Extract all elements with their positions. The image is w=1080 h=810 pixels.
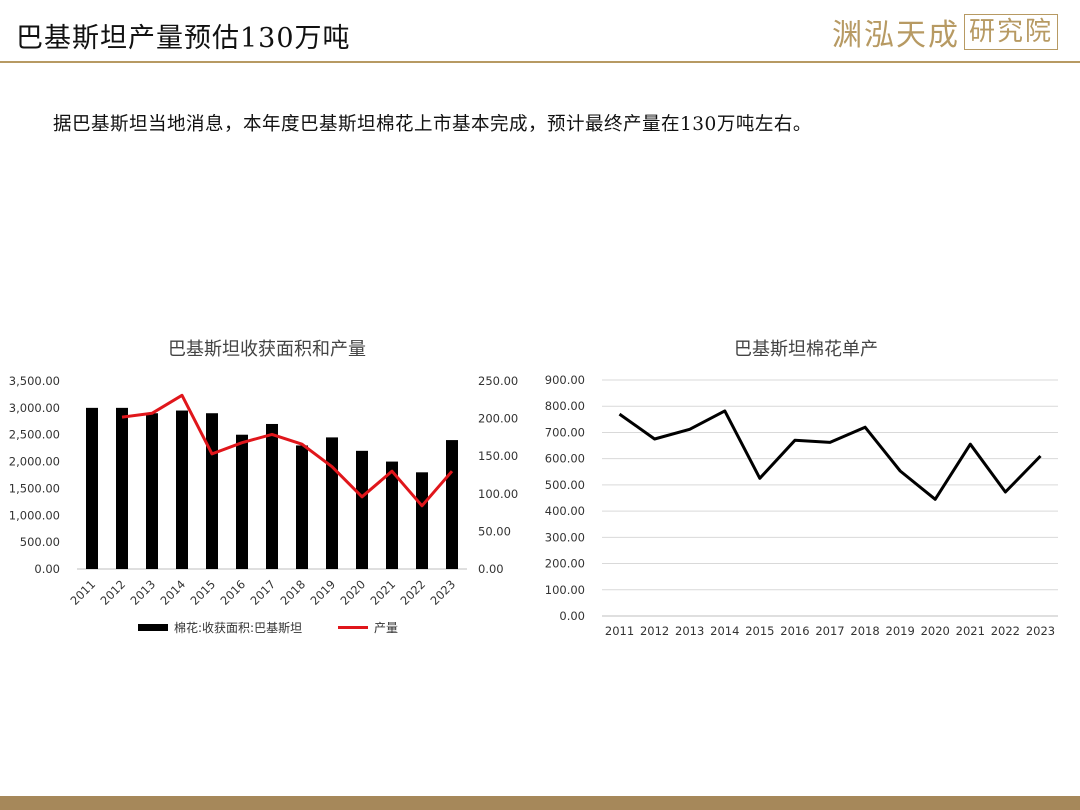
- y-left-tick-label: 2,000.00: [9, 455, 60, 469]
- bar: [356, 450, 368, 569]
- y-left-tick-label: 1,500.00: [9, 481, 60, 495]
- brand-logo: 渊泓天成 研究院: [831, 12, 1058, 53]
- page-title: 巴基斯坦产量预估130万吨: [16, 23, 351, 54]
- y-right-tick-label: 50.00: [478, 524, 511, 538]
- x-tick-label: 2023: [1026, 624, 1055, 638]
- yield-line: [618, 409, 1042, 501]
- bar: [236, 434, 248, 569]
- logo-text: 渊泓天成: [831, 18, 960, 53]
- y-left-tick-label: 2,500.00: [9, 428, 60, 442]
- legend-label-production: 产量: [374, 621, 398, 635]
- x-tick-label: 2022: [991, 624, 1020, 638]
- y-tick-label: 900.00: [545, 373, 585, 387]
- logo-box-text: 研究院: [963, 14, 1058, 50]
- y-right-tick-label: 0.00: [478, 562, 504, 576]
- y-tick-label: 600.00: [545, 452, 585, 466]
- footer-bar: [0, 796, 1080, 810]
- legend-swatch-production: [338, 626, 368, 629]
- bar: [266, 423, 278, 569]
- y-tick-label: 800.00: [545, 399, 585, 413]
- bar: [86, 407, 98, 569]
- bar: [146, 413, 158, 569]
- x-tick-label: 2017: [815, 624, 844, 638]
- production-line: [121, 393, 454, 508]
- x-tick-label: 2013: [675, 624, 704, 638]
- bar: [176, 410, 188, 569]
- bar: [416, 472, 428, 569]
- legend-swatch-area: [138, 624, 168, 631]
- y-right-tick-label: 250.00: [478, 374, 518, 388]
- y-left-tick-label: 500.00: [20, 535, 60, 549]
- bar: [446, 440, 458, 569]
- x-tick-label: 2015: [745, 624, 774, 638]
- x-tick-label: 2019: [886, 624, 915, 638]
- x-tick-label: 2018: [850, 624, 879, 638]
- header-divider: [0, 61, 1080, 63]
- y-tick-label: 400.00: [545, 504, 585, 518]
- legend-label-area: 棉花:收获面积:巴基斯坦: [174, 620, 302, 635]
- y-tick-label: 700.00: [545, 425, 585, 439]
- x-tick-label: 2021: [956, 624, 985, 638]
- x-tick-label: 2014: [710, 624, 739, 638]
- summary-text: 据巴基斯坦当地消息，本年度巴基斯坦棉花上市基本完成，预计最终产量在130万吨左右…: [53, 114, 812, 135]
- y-tick-label: 500.00: [545, 478, 585, 492]
- bar: [296, 445, 308, 569]
- y-right-tick-label: 100.00: [478, 487, 518, 501]
- x-tick-label: 2020: [921, 624, 950, 638]
- y-tick-label: 100.00: [545, 583, 585, 597]
- y-left-tick-label: 3,500.00: [9, 374, 60, 388]
- y-tick-label: 200.00: [545, 557, 585, 571]
- y-right-tick-label: 200.00: [478, 412, 518, 426]
- y-tick-label: 300.00: [545, 530, 585, 544]
- x-tick-label: 2011: [605, 624, 634, 638]
- bar: [386, 461, 398, 569]
- x-tick-label: 2012: [640, 624, 669, 638]
- chart-title: 巴基斯坦收获面积和产量: [168, 339, 366, 360]
- y-left-tick-label: 3,000.00: [9, 401, 60, 415]
- y-right-tick-label: 150.00: [478, 449, 518, 463]
- y-left-tick-label: 0.00: [34, 562, 60, 576]
- x-tick-label: 2016: [780, 624, 809, 638]
- bar: [116, 407, 128, 569]
- chart-title: 巴基斯坦棉花单产: [734, 339, 878, 360]
- y-tick-label: 0.00: [559, 609, 585, 623]
- y-left-tick-label: 1,000.00: [9, 508, 60, 522]
